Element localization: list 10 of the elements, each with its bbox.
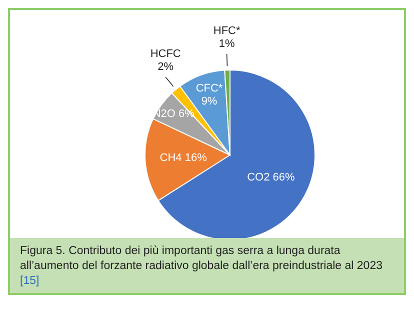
slice-label: CO2 66% xyxy=(247,172,296,184)
data-label: 1% xyxy=(218,38,235,50)
text: [15] xyxy=(20,274,40,289)
slice-label: HCFC xyxy=(150,48,181,60)
data-label: 2% xyxy=(158,61,174,74)
slice-label: HFC* xyxy=(213,25,241,38)
text: Figura 5. Contributo dei più importanti gas serra a lunga durata all’aumento del forzante radiativo globale dall’era preindustriale al 2023 xyxy=(20,244,384,274)
slice-label: CH4 16% xyxy=(160,152,208,164)
slice-label: CFC* xyxy=(196,82,224,94)
data-label: 9% xyxy=(201,95,218,108)
